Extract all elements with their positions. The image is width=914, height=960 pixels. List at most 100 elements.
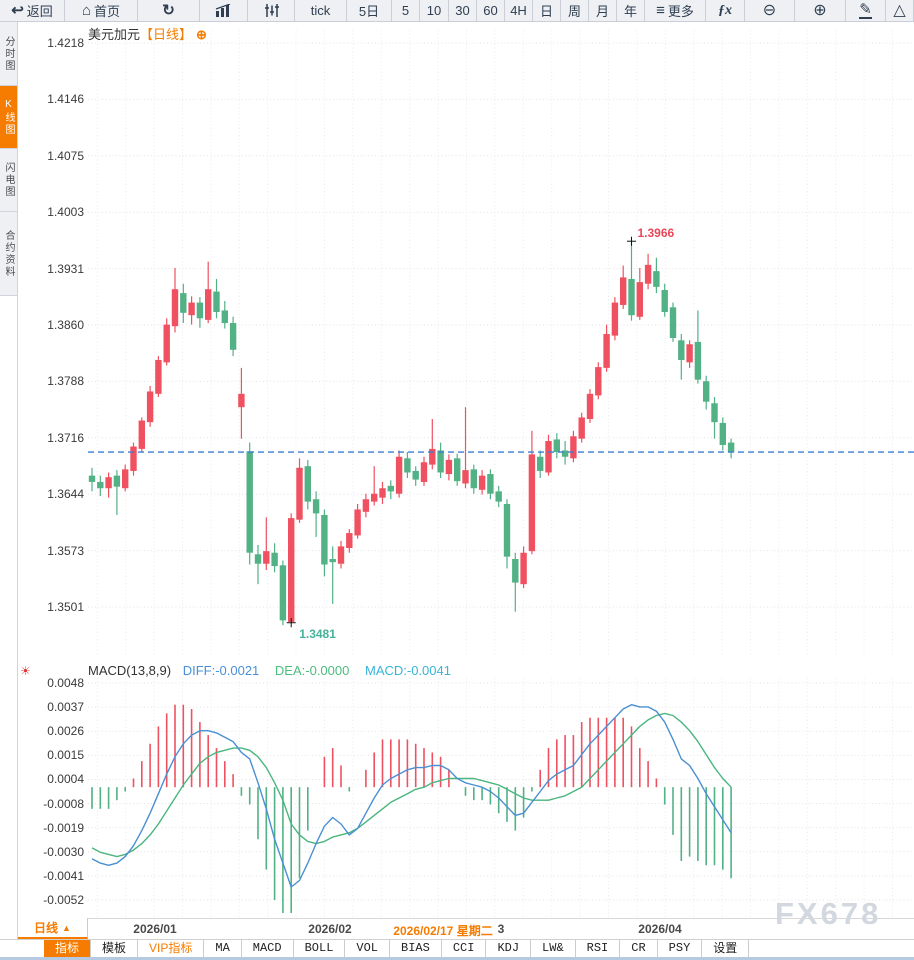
weekly-button[interactable]: 周 bbox=[561, 0, 589, 21]
zoom-in-button[interactable]: ⊕ bbox=[795, 0, 846, 21]
daily-label: 日 bbox=[539, 4, 553, 19]
price-axis-label: 1.3501 bbox=[47, 600, 84, 614]
tab-templates[interactable]: 模板 bbox=[91, 940, 139, 957]
chart-type-sidebar: 分时图 K线图 闪电图 合约资料 bbox=[0, 22, 18, 960]
macd-axis-label: -0.0008 bbox=[43, 796, 84, 811]
candlestick-icon bbox=[264, 4, 279, 17]
10-min-button[interactable]: 10 bbox=[420, 0, 449, 21]
triangle-icon: △ bbox=[893, 1, 906, 19]
x-axis-row: 2026/01 2026/02 2026/02/17 星期二 3 2026/04 bbox=[0, 918, 914, 939]
refresh-button[interactable]: ↻ bbox=[138, 0, 200, 21]
monthly-button[interactable]: 月 bbox=[589, 0, 617, 21]
fx-icon: ƒx bbox=[718, 2, 732, 18]
tab-kdj[interactable]: KDJ bbox=[486, 940, 532, 957]
yearly-button[interactable]: 年 bbox=[617, 0, 645, 21]
tab-cci[interactable]: CCI bbox=[442, 940, 487, 957]
price-axis-label: 1.3644 bbox=[47, 487, 84, 502]
sidebar-item-time-chart[interactable]: 分时图 bbox=[0, 22, 17, 86]
macd-axis-label: 0.0004 bbox=[47, 772, 84, 787]
indicator-settings-icon[interactable]: ☀ bbox=[20, 664, 31, 678]
tab-cr[interactable]: CR bbox=[620, 940, 658, 957]
price-axis-label: 1.4003 bbox=[47, 205, 84, 220]
period-selector[interactable]: 日线 ▲ bbox=[18, 918, 88, 939]
weekly-label: 周 bbox=[567, 4, 581, 19]
price-axis-label: 1.3788 bbox=[47, 374, 84, 389]
home-label: 首页 bbox=[94, 4, 121, 19]
4-hour-label: 4H bbox=[510, 3, 527, 18]
tab-vol[interactable]: VOL bbox=[345, 940, 391, 957]
sidebar-item-lightning-chart[interactable]: 闪电图 bbox=[0, 149, 17, 212]
price-axis-label: 1.4146 bbox=[47, 92, 84, 107]
sidebar-item-contract-info[interactable]: 合约资料 bbox=[0, 212, 17, 296]
chart-title: 美元加元【日线】 ⊕ bbox=[88, 24, 207, 43]
x-axis-label: 3 bbox=[497, 922, 505, 936]
symbol-name: 美元加元 bbox=[88, 27, 141, 42]
tab-indicators[interactable]: 指标 bbox=[44, 940, 92, 957]
home-icon: ⌂ bbox=[81, 2, 92, 19]
add-compare-icon[interactable]: ⊕ bbox=[196, 27, 207, 42]
zoom-out-button[interactable]: ⊖ bbox=[745, 0, 795, 21]
macd-axis-label: -0.0019 bbox=[43, 820, 84, 835]
sidebar-item-kline-chart[interactable]: K线图 bbox=[0, 86, 17, 149]
more-button[interactable]: ≡ 更多 bbox=[645, 0, 706, 21]
x-axis-label: 2026/01 bbox=[133, 922, 177, 936]
macd-dea-value: DEA:-0.0000 bbox=[274, 663, 350, 678]
macd-axis-label: 0.0048 bbox=[47, 676, 84, 690]
30-min-label: 30 bbox=[455, 3, 470, 18]
price-axis-label: 1.3931 bbox=[47, 261, 84, 276]
tick-label: tick bbox=[310, 3, 331, 18]
draw-button[interactable]: ✎ bbox=[846, 0, 886, 21]
back-label: 返回 bbox=[26, 4, 53, 19]
tab-macd[interactable]: MACD bbox=[242, 940, 294, 957]
bottom-strip bbox=[0, 957, 914, 960]
price-axis-label: 1.3716 bbox=[47, 430, 84, 445]
up-triangle-icon: ▲ bbox=[62, 922, 71, 933]
60-min-button[interactable]: 60 bbox=[477, 0, 505, 21]
x-axis-label: 2026/02 bbox=[308, 922, 352, 936]
4-hour-button[interactable]: 4H bbox=[505, 0, 533, 21]
macd-axis-label: 0.0037 bbox=[47, 700, 84, 715]
high-price-label: 1.3966 bbox=[637, 226, 675, 241]
5-min-button[interactable]: 5 bbox=[392, 0, 420, 21]
bar-chart-icon bbox=[215, 4, 232, 17]
macd-axis-label: 0.0026 bbox=[47, 724, 84, 739]
tab-vip-indicators[interactable]: VIP指标 bbox=[138, 940, 205, 957]
macd-macd-value: MACD:-0.0041 bbox=[364, 663, 451, 678]
price-axis-label: 1.4218 bbox=[47, 36, 84, 50]
pencil-icon: ✎ bbox=[859, 1, 872, 19]
daily-button[interactable]: 日 bbox=[533, 0, 561, 21]
tab-settings[interactable]: 设置 bbox=[702, 940, 750, 957]
home-button[interactable]: ⌂ 首页 bbox=[65, 0, 138, 21]
macd-header: MACD(13,8,9) DIFF:-0.0021 DEA:-0.0000 MA… bbox=[88, 663, 451, 678]
zoom-out-icon: ⊖ bbox=[762, 1, 777, 19]
tab-psy[interactable]: PSY bbox=[658, 940, 703, 957]
macd-title: MACD(13,8,9) bbox=[88, 663, 172, 678]
tab-boll[interactable]: BOLL bbox=[294, 940, 346, 957]
tab-ma[interactable]: MA bbox=[204, 940, 242, 957]
shape-button[interactable]: △ bbox=[886, 0, 914, 21]
x-axis-label: 2026/04 bbox=[638, 922, 682, 936]
crosshair-date-label: 2026/02/17 星期二 bbox=[393, 924, 493, 938]
price-axis-label: 1.3860 bbox=[47, 318, 84, 332]
top-toolbar: ↩ 返回 ⌂ 首页 ↻ tick 5日 5 10 30 60 4H 日周月年 ≡ 更多 ƒx ⊖ ⊕ ✎ △ bbox=[0, 0, 914, 22]
5-min-label: 5 bbox=[401, 3, 410, 18]
bar-chart-button[interactable] bbox=[200, 0, 248, 21]
price-axis-label: 1.3573 bbox=[47, 543, 84, 558]
period-tag: 【日线】 bbox=[140, 27, 193, 42]
period-selector-label: 日线 bbox=[34, 921, 59, 935]
tab-lw[interactable]: LW& bbox=[531, 940, 576, 957]
5-day-button[interactable]: 5日 bbox=[347, 0, 392, 21]
tick-button[interactable]: tick bbox=[295, 0, 347, 21]
10-min-label: 10 bbox=[426, 3, 442, 18]
60-min-label: 60 bbox=[483, 3, 498, 18]
tab-rsi[interactable]: RSI bbox=[576, 940, 621, 957]
yearly-label: 年 bbox=[623, 4, 637, 19]
30-min-button[interactable]: 30 bbox=[449, 0, 477, 21]
candlestick-button[interactable] bbox=[248, 0, 295, 21]
5-day-label: 5日 bbox=[358, 4, 380, 19]
tab-bias[interactable]: BIAS bbox=[390, 940, 442, 957]
back-button[interactable]: ↩ 返回 bbox=[0, 0, 65, 21]
indicator-fx-button[interactable]: ƒx bbox=[706, 0, 745, 21]
monthly-label: 月 bbox=[595, 4, 609, 19]
